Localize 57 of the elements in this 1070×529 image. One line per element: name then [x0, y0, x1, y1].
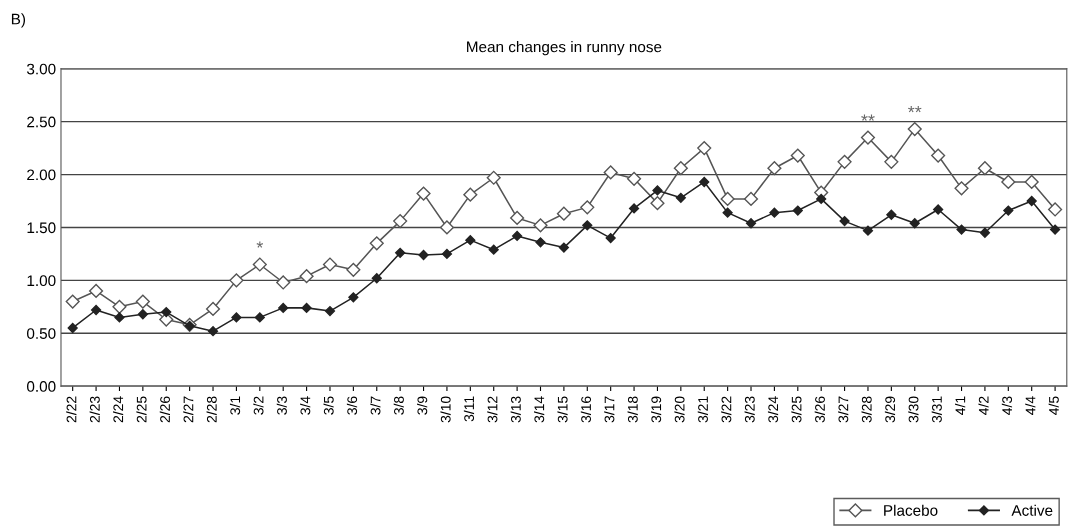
y-tick-label: 0.50	[26, 328, 56, 339]
x-tick-label: 3/19	[650, 396, 662, 423]
y-tick-label: 1.50	[27, 222, 56, 234]
x-tick-label: 2/27	[183, 396, 194, 423]
x-tick-label: 3/12	[487, 396, 498, 423]
x-tick-label: 3/14	[534, 396, 545, 423]
x-tick-label: 4/4	[1025, 396, 1036, 415]
x-tick-label: 3/18	[627, 396, 638, 423]
x-tick-label: 3/25	[791, 396, 802, 423]
x-tick-label: 2/22	[66, 396, 77, 423]
x-tick-label: 2/28	[206, 396, 217, 423]
chart-title: Mean changes in runny nose	[467, 41, 662, 56]
x-tick-label: 3/29	[884, 396, 896, 423]
x-tick-label: 3/3	[276, 396, 287, 415]
x-tick-label: 4/1	[955, 396, 966, 415]
annotation: **	[908, 105, 922, 113]
x-tick-label: 3/22	[721, 396, 732, 423]
x-tick-label: 3/4	[300, 396, 311, 415]
x-tick-label: 3/21	[697, 396, 708, 423]
x-tick-label: 4/2	[978, 396, 989, 415]
x-tick-label: 3/1	[229, 396, 241, 415]
x-tick-label: 3/10	[440, 396, 451, 423]
x-tick-label: 3/2	[253, 396, 264, 415]
x-tick-label: 3/13	[510, 396, 521, 423]
x-tick-label: 3/17	[604, 396, 615, 423]
y-tick-label: 2.00	[27, 169, 56, 181]
y-tick-label: 1.00	[27, 275, 56, 287]
x-tick-label: 3/5	[323, 396, 334, 415]
annotation: **	[861, 114, 875, 121]
y-tick-label: 2.50	[27, 116, 56, 128]
x-tick-label: 3/23	[744, 396, 755, 423]
x-tick-label: 3/20	[674, 396, 685, 423]
x-tick-label: 3/7	[370, 396, 381, 415]
text: B)	[11, 13, 26, 28]
x-tick-label: 3/24	[767, 396, 779, 423]
y-tick-label: 0.00	[26, 381, 56, 392]
x-tick-label: 3/6	[346, 396, 358, 415]
x-tick-label: 3/30	[908, 396, 919, 423]
x-tick-label: 4/3	[1001, 396, 1013, 415]
x-tick-label: 3/15	[557, 396, 568, 423]
x-tick-label: 3/11	[463, 396, 475, 422]
x-tick-label: 2/23	[89, 396, 100, 423]
x-tick-label: 2/25	[136, 396, 147, 423]
annotation: *	[256, 241, 264, 248]
x-tick-label: 3/26	[814, 396, 825, 423]
x-tick-label: 3/16	[580, 396, 592, 423]
legend-label: Placebo	[884, 504, 938, 516]
x-tick-label: 2/24	[112, 396, 124, 423]
x-tick-label: 3/28	[861, 396, 872, 423]
y-tick-label: 3.00	[26, 63, 56, 75]
x-tick-label: 3/27	[838, 396, 849, 423]
legend-label: Active	[1011, 504, 1053, 516]
x-tick-label: 4/5	[1048, 396, 1059, 415]
x-tick-label: 3/31	[931, 396, 942, 423]
x-tick-label: 2/26	[159, 396, 170, 423]
x-tick-label: 3/9	[417, 396, 428, 415]
x-tick-label: 3/8	[393, 396, 404, 415]
